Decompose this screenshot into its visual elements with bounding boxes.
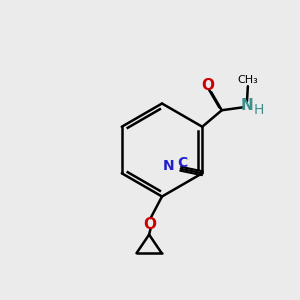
Text: CH₃: CH₃ — [238, 75, 258, 85]
Text: C: C — [177, 156, 187, 170]
Text: O: O — [143, 217, 157, 232]
Text: O: O — [201, 78, 214, 93]
Text: N: N — [162, 159, 174, 173]
Text: N: N — [241, 98, 253, 113]
Text: H: H — [253, 103, 264, 117]
